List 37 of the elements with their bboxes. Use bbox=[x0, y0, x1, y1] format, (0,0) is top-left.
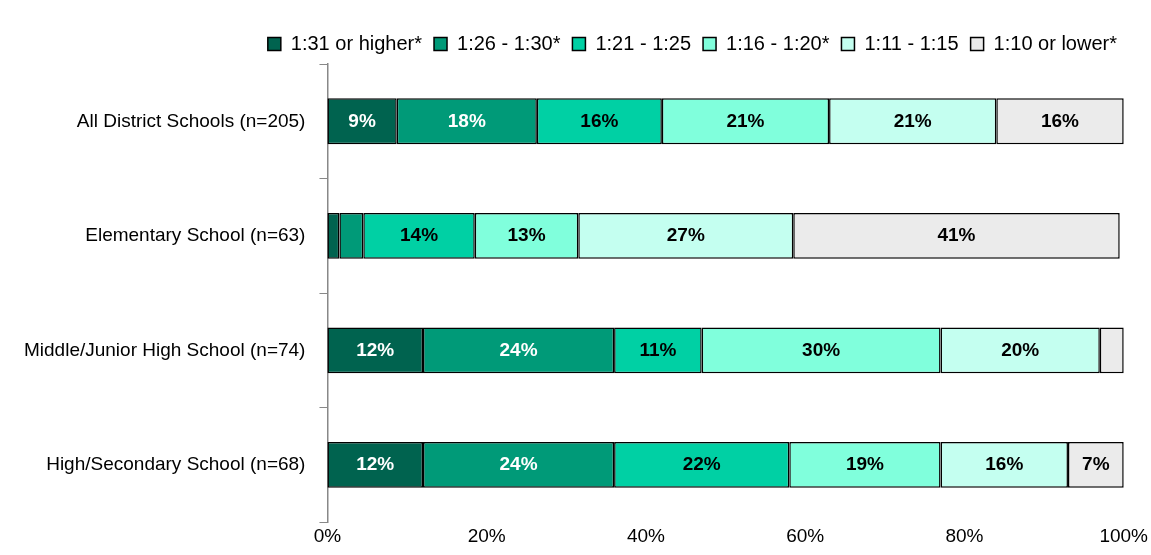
x-tick-label: 80% bbox=[945, 524, 984, 546]
data-label: 7% bbox=[1082, 453, 1110, 475]
data-label: 9% bbox=[348, 109, 376, 131]
data-label: 19% bbox=[845, 453, 885, 475]
data-label: 24% bbox=[499, 453, 538, 475]
data-label: 13% bbox=[507, 224, 546, 246]
data-label: 16% bbox=[580, 109, 619, 131]
y-tick-label: High/Secondary School (n=68) bbox=[46, 453, 306, 475]
data-label: 30% bbox=[802, 338, 841, 360]
data-label: 16% bbox=[1040, 109, 1080, 131]
data-label: 21% bbox=[893, 109, 932, 131]
data-label: 14% bbox=[400, 224, 439, 246]
legend-label: 1:10 or lower* bbox=[993, 31, 1118, 54]
legend-label: 1:11 - 1:15 bbox=[864, 31, 959, 54]
x-tick-label: 0% bbox=[313, 524, 342, 546]
data-label: 12% bbox=[356, 338, 395, 360]
x-tick-label: 20% bbox=[467, 524, 506, 546]
data-label: 27% bbox=[666, 224, 705, 246]
x-tick-label: 60% bbox=[786, 524, 825, 546]
legend-label: 1:21 - 1:25 bbox=[595, 31, 692, 54]
x-tick-label: 100% bbox=[1099, 524, 1149, 546]
data-label: 12% bbox=[356, 453, 395, 475]
y-tick-label: All District Schools (n=205) bbox=[76, 109, 306, 131]
x-tick-label: 40% bbox=[626, 524, 666, 546]
y-tick-label: Elementary School (n=63) bbox=[85, 224, 306, 246]
data-label: 24% bbox=[499, 338, 538, 360]
data-label: 41% bbox=[937, 224, 976, 246]
y-tick-label: Middle/Junior High School (n=74) bbox=[23, 338, 306, 360]
data-label: 22% bbox=[682, 453, 721, 475]
data-label: 16% bbox=[985, 453, 1024, 475]
data-label: 20% bbox=[1001, 338, 1040, 360]
legend-label: 1:31 or higher* bbox=[290, 31, 423, 54]
data-label: 21% bbox=[726, 109, 765, 131]
data-label: 18% bbox=[447, 109, 486, 131]
legend-label: 1:16 - 1:20* bbox=[726, 31, 830, 54]
data-label: 11% bbox=[639, 338, 677, 360]
legend-label: 1:26 - 1:30* bbox=[457, 31, 561, 54]
